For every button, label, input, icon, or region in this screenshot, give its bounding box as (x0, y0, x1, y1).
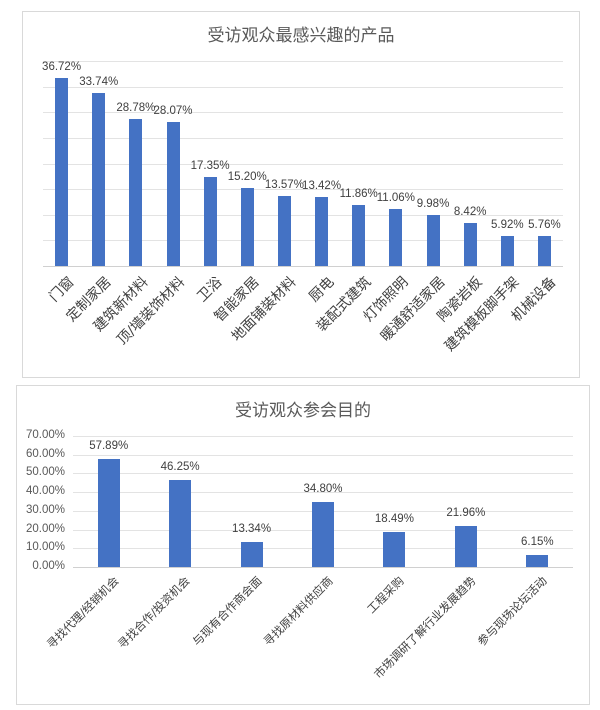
gridline (43, 137, 563, 139)
data-label: 13.34% (232, 523, 272, 536)
gridline (73, 492, 573, 494)
gridline (43, 189, 563, 191)
category-label: 与现有合作商会面 (189, 573, 265, 649)
gridline (43, 240, 563, 242)
gridline (43, 112, 563, 114)
x-axis-line (43, 266, 563, 267)
category-label: 参与现场论坛活动 (474, 573, 550, 649)
data-label: 11.86% (339, 188, 378, 201)
data-label: 6.15% (520, 536, 554, 549)
data-label: 13.42% (302, 180, 342, 193)
chart-title: 受访观众最感兴趣的产品 (207, 26, 395, 46)
gridline (43, 214, 563, 216)
bar (203, 177, 217, 266)
bar (383, 532, 406, 567)
category-label: 寻找合作/投资机会 (115, 573, 193, 652)
data-label: 28.07% (153, 105, 193, 118)
bar (389, 209, 403, 266)
gridline (73, 473, 573, 475)
bar (240, 542, 263, 567)
bar (97, 458, 120, 567)
bar (312, 501, 334, 567)
bar (454, 525, 477, 567)
y-tick-label: 10.00% (25, 541, 65, 554)
chart-visit-purpose: 受访观众参会目的 0.00% 10.00% 20.00% 30.00% 40.00% 50… (16, 385, 590, 705)
data-label: 36.72% (42, 60, 82, 73)
bar (426, 214, 440, 266)
bar (92, 93, 106, 266)
y-tick-label: 70.00% (25, 429, 65, 441)
data-label: 17.35% (190, 160, 230, 173)
category-label: 寻找代理/经销机会 (43, 573, 122, 652)
y-tick-label: 40.00% (25, 485, 65, 498)
data-label: 18.49% (374, 513, 414, 526)
data-label: 8.42% (453, 205, 487, 218)
data-label: 34.80% (303, 482, 343, 495)
bar (463, 222, 477, 266)
bar (277, 196, 291, 266)
bar (500, 235, 514, 266)
data-label: 21.96% (446, 506, 486, 519)
gridline (43, 86, 563, 88)
data-label: 13.57% (264, 179, 304, 192)
y-tick-label: 20.00% (25, 522, 65, 535)
y-tick-label: 50.00% (25, 466, 65, 479)
chart-title: 受访观众参会目的 (235, 401, 371, 421)
data-label: 11.06% (376, 192, 415, 205)
data-label: 33.74% (79, 76, 119, 89)
gridline (43, 163, 563, 165)
y-tick-label: 60.00% (25, 447, 65, 460)
gridline (43, 61, 563, 62)
category-label: 工程采购 (364, 573, 408, 617)
category-label: 寻找原材料供应商 (260, 573, 336, 649)
bar (169, 480, 192, 567)
data-label: 5.92% (490, 218, 524, 231)
data-label: 15.20% (227, 171, 267, 184)
bar (526, 555, 549, 567)
bar (55, 77, 69, 266)
data-label: 46.25% (160, 461, 200, 474)
y-tick-label: 0.00% (32, 560, 65, 572)
gridline (73, 454, 573, 456)
data-label: 9.98% (416, 197, 450, 210)
bar (240, 188, 254, 266)
data-label: 57.89% (89, 439, 129, 452)
gridline (73, 436, 573, 437)
x-axis-line (73, 567, 573, 568)
bar (166, 122, 180, 266)
bar (537, 236, 551, 266)
bar (129, 118, 143, 266)
bar (352, 205, 366, 266)
data-label: 5.76% (528, 219, 561, 232)
data-label: 28.78% (116, 101, 156, 114)
chart-interest-products: 受访观众最感兴趣的产品 36.72% 门窗 33.74% 定制家居 28.78% 建筑新材… (22, 11, 580, 378)
bar (315, 197, 329, 266)
y-tick-label: 30.00% (25, 503, 65, 516)
